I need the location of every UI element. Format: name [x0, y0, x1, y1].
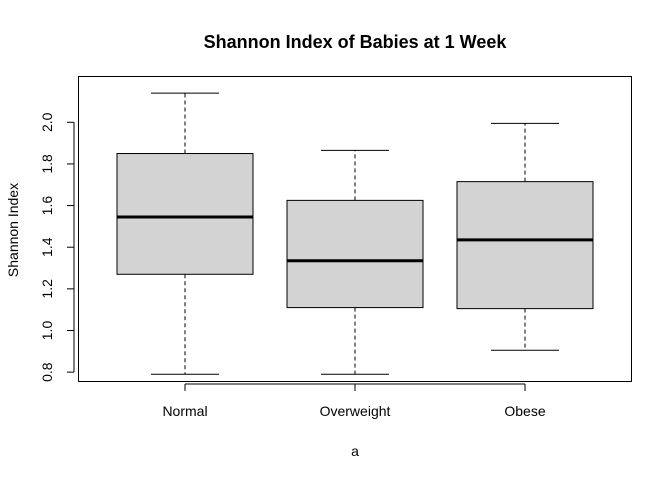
box-iqr — [286, 199, 424, 309]
y-tick-label: 1.0 — [39, 321, 55, 341]
box-group-overweight — [286, 149, 424, 375]
y-tick-label: 1.8 — [39, 154, 55, 174]
y-axis: 0.8 1.0 1.2 1.4 1.6 1.8 2.0 — [39, 112, 75, 382]
x-axis-label: a — [351, 443, 359, 459]
y-tick-label: 2.0 — [39, 112, 55, 132]
y-axis-label: Shannon Index — [5, 183, 21, 277]
box-iqr — [456, 181, 594, 310]
chart-title: Shannon Index of Babies at 1 Week — [204, 32, 508, 52]
y-tick-label: 1.2 — [39, 279, 55, 299]
box-iqr — [116, 153, 254, 275]
box-group-obese — [456, 122, 594, 351]
x-tick-label-obese: Obese — [504, 403, 545, 419]
y-tick-label: 1.4 — [39, 237, 55, 257]
y-tick-label: 0.8 — [39, 362, 55, 382]
boxes-layer — [116, 92, 594, 375]
x-axis: Normal Overweight Obese — [162, 383, 546, 419]
x-tick-label-overweight: Overweight — [320, 403, 391, 419]
y-tick-label: 1.6 — [39, 196, 55, 216]
x-tick-label-normal: Normal — [162, 403, 207, 419]
box-group-normal — [116, 92, 254, 375]
plot-frame — [78, 76, 632, 382]
